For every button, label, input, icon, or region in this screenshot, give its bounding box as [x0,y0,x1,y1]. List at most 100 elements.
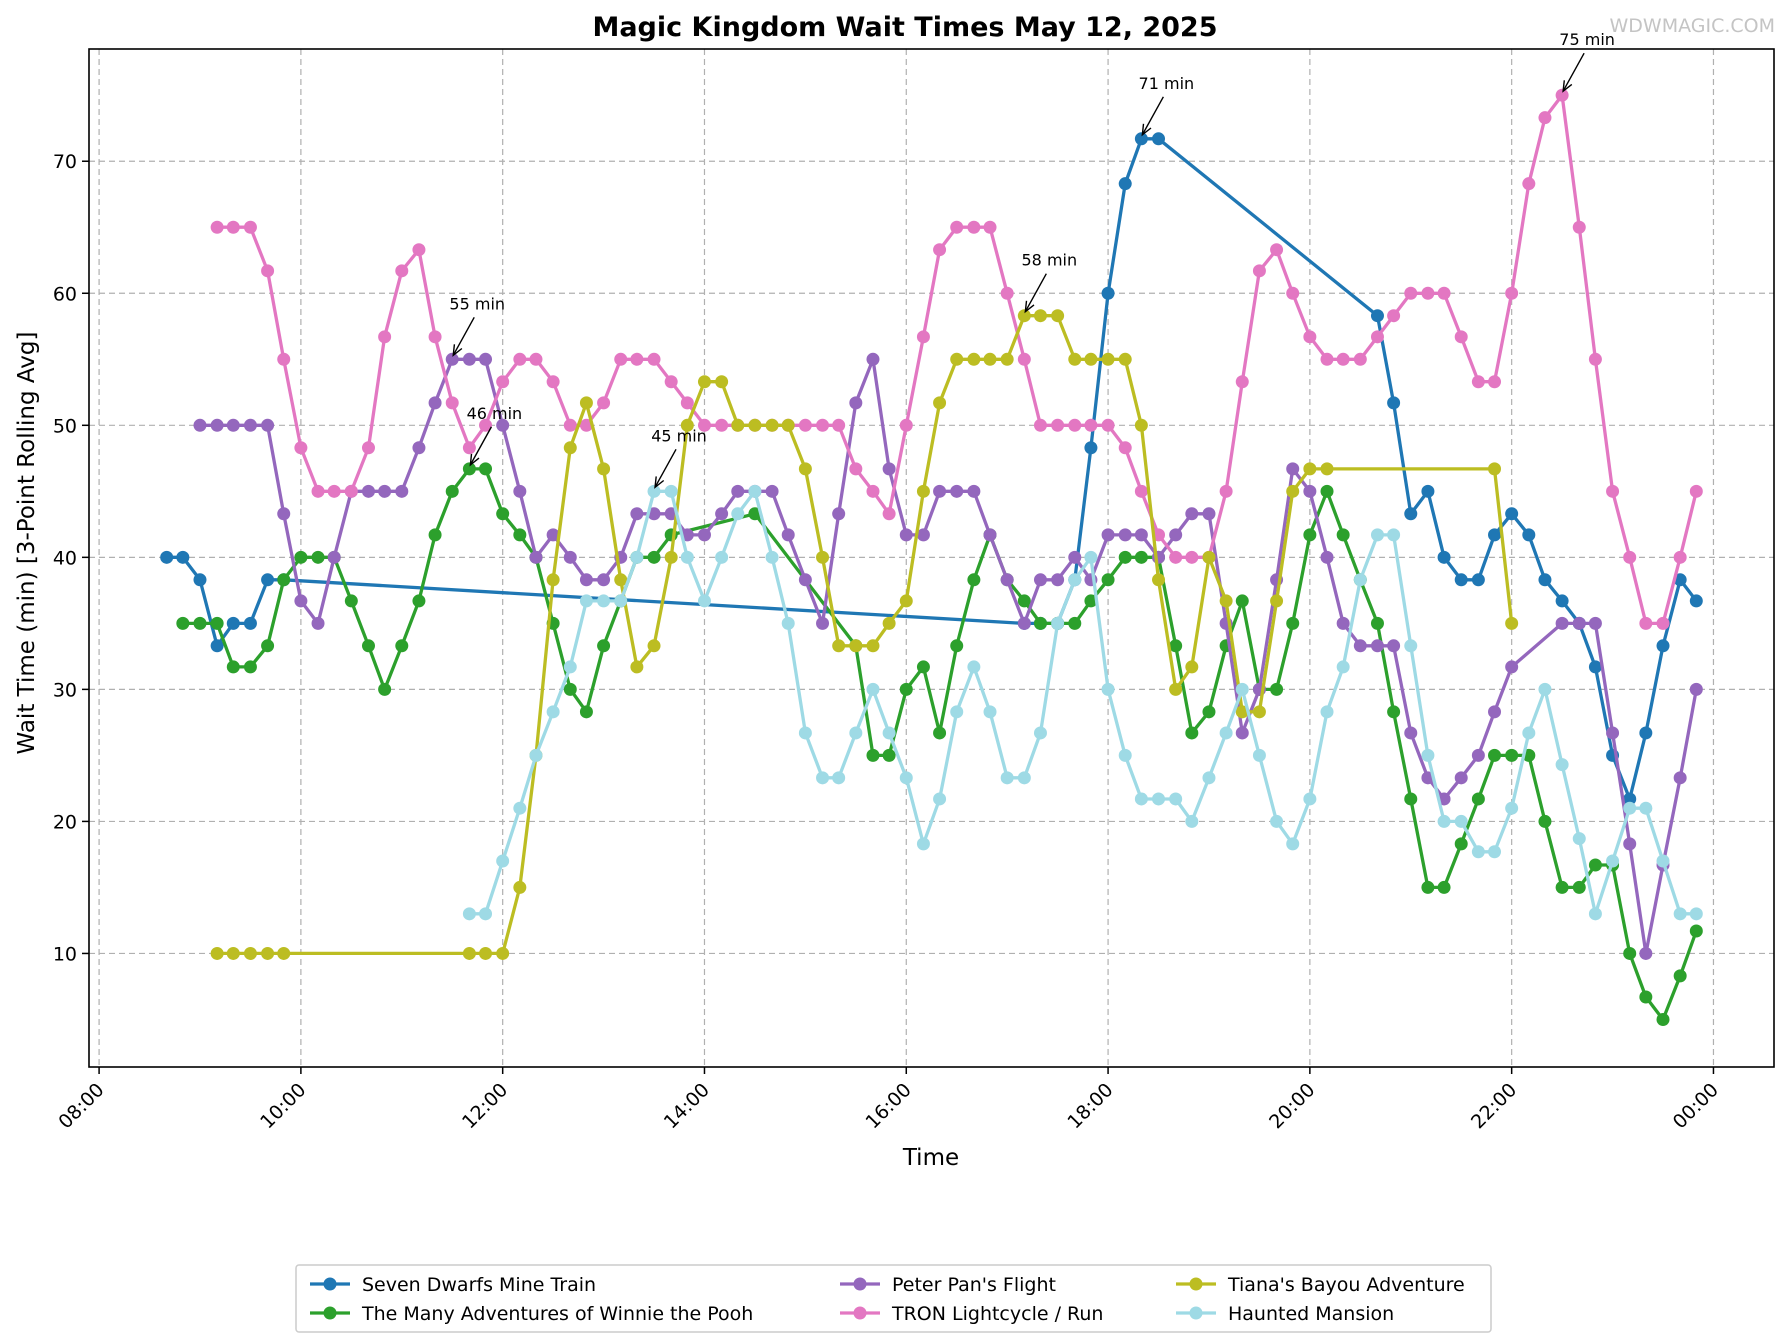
plot-area [88,48,1775,1068]
data-point [849,462,863,476]
annotation-arrow [1024,273,1047,313]
data-point [1169,528,1183,542]
data-point [1286,286,1300,300]
data-point [1118,441,1132,455]
data-point [697,418,711,432]
data-point [546,573,560,587]
data-point [697,594,711,608]
data-point [344,484,358,498]
data-point [1336,660,1350,674]
data-point [243,616,257,630]
data-point [1252,705,1266,719]
data-point [1169,792,1183,806]
y-tick-label: 60 [53,283,77,305]
data-point [1387,396,1401,410]
data-point [748,507,762,521]
data-point [1404,286,1418,300]
data-point [1017,594,1031,608]
data-point [1623,801,1637,815]
data-point [563,682,577,696]
annotation-label: 46 min [467,404,523,423]
data-point [243,946,257,960]
data-point [1404,639,1418,653]
data-point [1454,330,1468,344]
data-point [1101,573,1115,587]
data-point [361,441,375,455]
data-point [899,528,913,542]
legend-label: The Many Adventures of Winnie the Pooh [361,1303,753,1325]
data-point [344,594,358,608]
data-point [1000,771,1014,785]
data-point [1639,990,1653,1004]
data-point [513,880,527,894]
data-point [1152,573,1166,587]
data-point [1522,528,1536,542]
data-point [1505,748,1519,762]
data-point [1068,352,1082,366]
data-point [765,484,779,498]
data-point [798,726,812,740]
data-point [1219,726,1233,740]
data-point [1185,660,1199,674]
data-point [1387,309,1401,323]
data-point [882,726,896,740]
data-point [327,484,341,498]
data-point [1169,682,1183,696]
data-point [1084,550,1098,564]
annotation-layer: 55 min 46 min 45 min 58 min 71 min 75 min [449,30,1615,489]
data-point [563,550,577,564]
annotation-arrow [469,426,492,466]
data-point [210,220,224,234]
data-point [311,550,325,564]
x-tick-label: 22:00 [1467,1079,1521,1133]
data-point [1555,880,1569,894]
data-point [1270,682,1284,696]
data-point [1437,880,1451,894]
data-point [1689,594,1703,608]
data-point [193,573,207,587]
data-point [715,418,729,432]
data-point [832,639,846,653]
data-point [630,507,644,521]
data-point [1505,286,1519,300]
data-point [1370,309,1384,323]
data-point [210,639,224,653]
series-the-many-adventures-of-winnie-the-pooh [176,462,1703,1026]
x-axis-label: Time [902,1145,959,1171]
data-point [1336,528,1350,542]
data-point [1689,924,1703,938]
data-point [1689,907,1703,921]
data-point [1017,771,1031,785]
data-point [916,484,930,498]
data-point [715,375,729,389]
data-point [798,573,812,587]
data-point [1538,814,1552,828]
data-point [664,484,678,498]
legend-swatch-marker [1189,1306,1203,1320]
data-point [647,507,661,521]
data-point [1336,352,1350,366]
series-peter-pan-s-flight [193,352,1703,960]
data-point [1353,352,1367,366]
annotation-arrowhead [1141,123,1152,137]
data-point [916,528,930,542]
data-point [748,418,762,432]
data-point [277,573,291,587]
legend-swatch-marker [853,1306,867,1320]
data-point [899,418,913,432]
data-point [899,682,913,696]
data-point [1084,441,1098,455]
data-point [579,396,593,410]
data-point [395,639,409,653]
data-point [1051,418,1065,432]
data-point [529,352,543,366]
data-point [647,352,661,366]
peak-annotation: 45 min [651,426,707,489]
data-point [445,352,459,366]
legend-swatch-marker [1189,1277,1203,1291]
data-point [261,264,275,278]
data-point [882,507,896,521]
data-point [1185,726,1199,740]
data-point [1673,771,1687,785]
data-point [1538,682,1552,696]
